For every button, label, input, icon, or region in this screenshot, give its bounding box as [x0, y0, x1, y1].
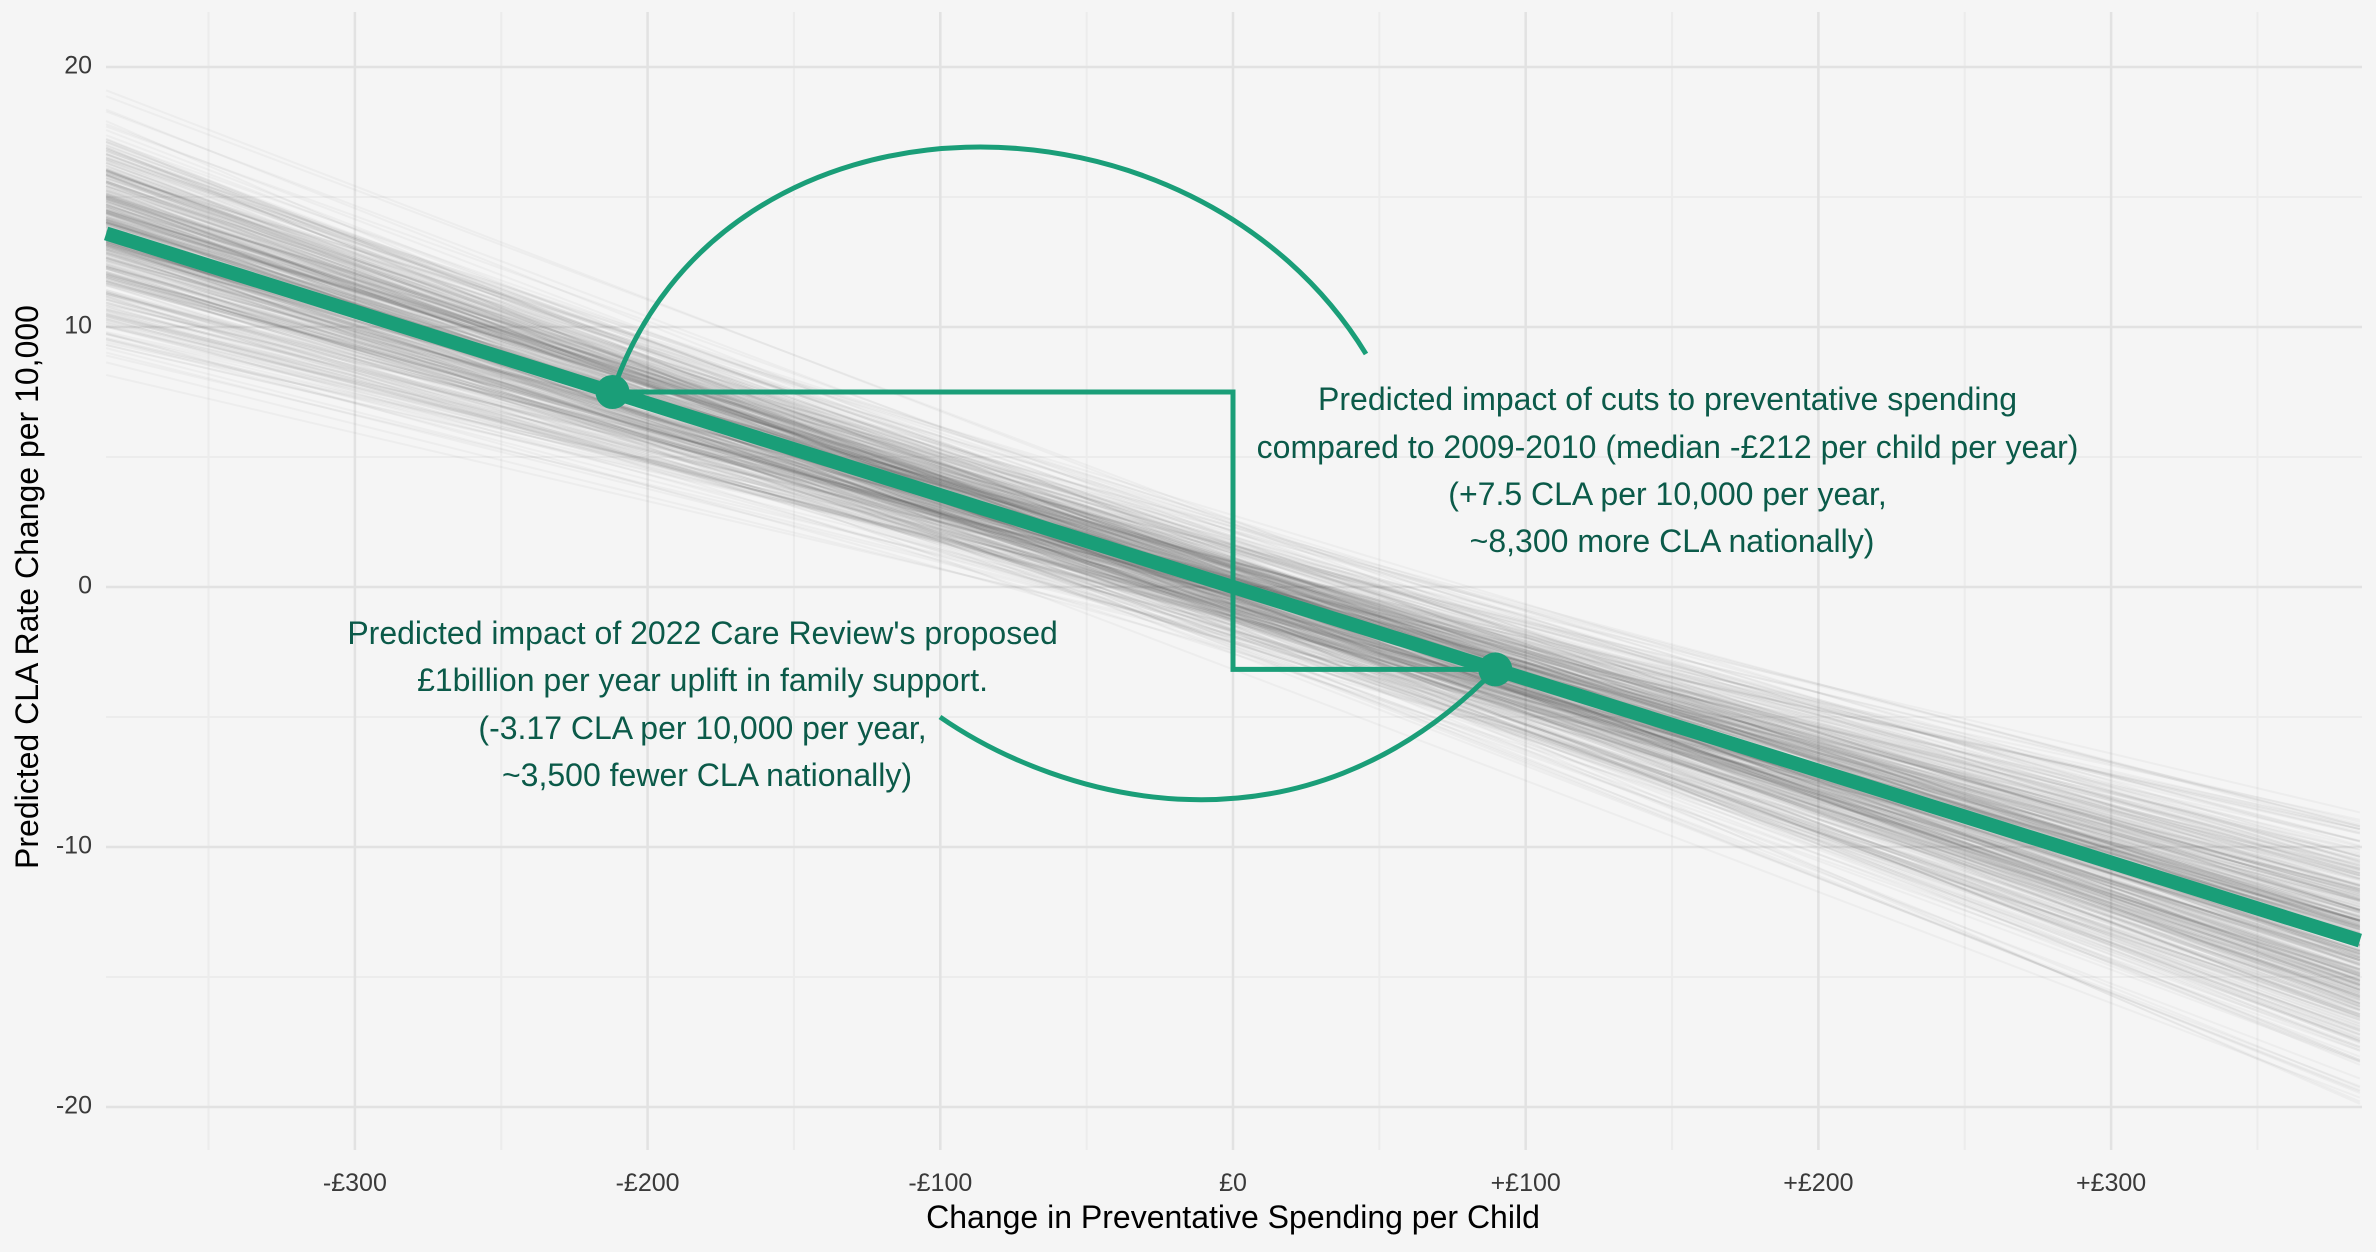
annotation-uplift: Predicted impact of 2022 Care Review's p… — [347, 615, 1066, 793]
y-tick-label: -10 — [56, 832, 92, 860]
x-tick-label: +£200 — [1783, 1169, 1853, 1197]
bracket-connector — [612, 389, 1496, 672]
y-axis-title: Predicted CLA Rate Change per 10,000 — [9, 305, 45, 869]
annotation-cuts-line-1: Predicted impact of cuts to preventative… — [1318, 381, 2017, 417]
annotation-uplift-line-1: Predicted impact of 2022 Care Review's p… — [347, 615, 1057, 651]
annotation-cuts-line-4: ~8,300 more CLA nationally) — [1470, 523, 1875, 559]
curve-connector-cuts — [610, 144, 1369, 393]
y-tick-label: 20 — [64, 52, 92, 80]
x-tick-label: £0 — [1219, 1169, 1247, 1197]
x-tick-label: -£100 — [908, 1169, 972, 1197]
annotation-uplift-line-3: (-3.17 CLA per 10,000 per year, — [478, 710, 926, 746]
y-tick-label: 10 — [64, 312, 92, 340]
curve-connector-uplift — [938, 667, 1498, 803]
x-tick-label: -£200 — [616, 1169, 680, 1197]
x-tick-label: +£100 — [1491, 1169, 1561, 1197]
annotation-cuts-line-3: (+7.5 CLA per 10,000 per year, — [1448, 476, 1887, 512]
highlight-point — [595, 375, 630, 409]
highlight-points — [595, 375, 1513, 687]
x-axis-title: Change in Preventative Spending per Chil… — [926, 1199, 1540, 1235]
highlight-point — [1478, 652, 1513, 687]
annotation-cuts-line-2: compared to 2009-2010 (median -£212 per … — [1257, 429, 2079, 465]
grid — [106, 12, 2362, 1150]
y-tick-labels: 20 10 0 -10 -20 — [56, 52, 92, 1120]
annotation-uplift-line-4: ~3,500 fewer CLA nationally) — [502, 757, 912, 793]
annotation-cuts: Predicted impact of cuts to preventative… — [1257, 381, 2088, 559]
x-tick-label: +£300 — [2076, 1169, 2146, 1197]
annotation-connectors — [610, 144, 1498, 803]
y-tick-label: -20 — [56, 1092, 92, 1120]
y-tick-label: 0 — [78, 572, 92, 600]
annotation-uplift-line-2: £1billion per year uplift in family supp… — [417, 662, 988, 698]
x-tick-label: -£300 — [323, 1169, 387, 1197]
x-tick-labels: -£300 -£200 -£100 £0 +£100 +£200 +£300 — [323, 1169, 2146, 1197]
